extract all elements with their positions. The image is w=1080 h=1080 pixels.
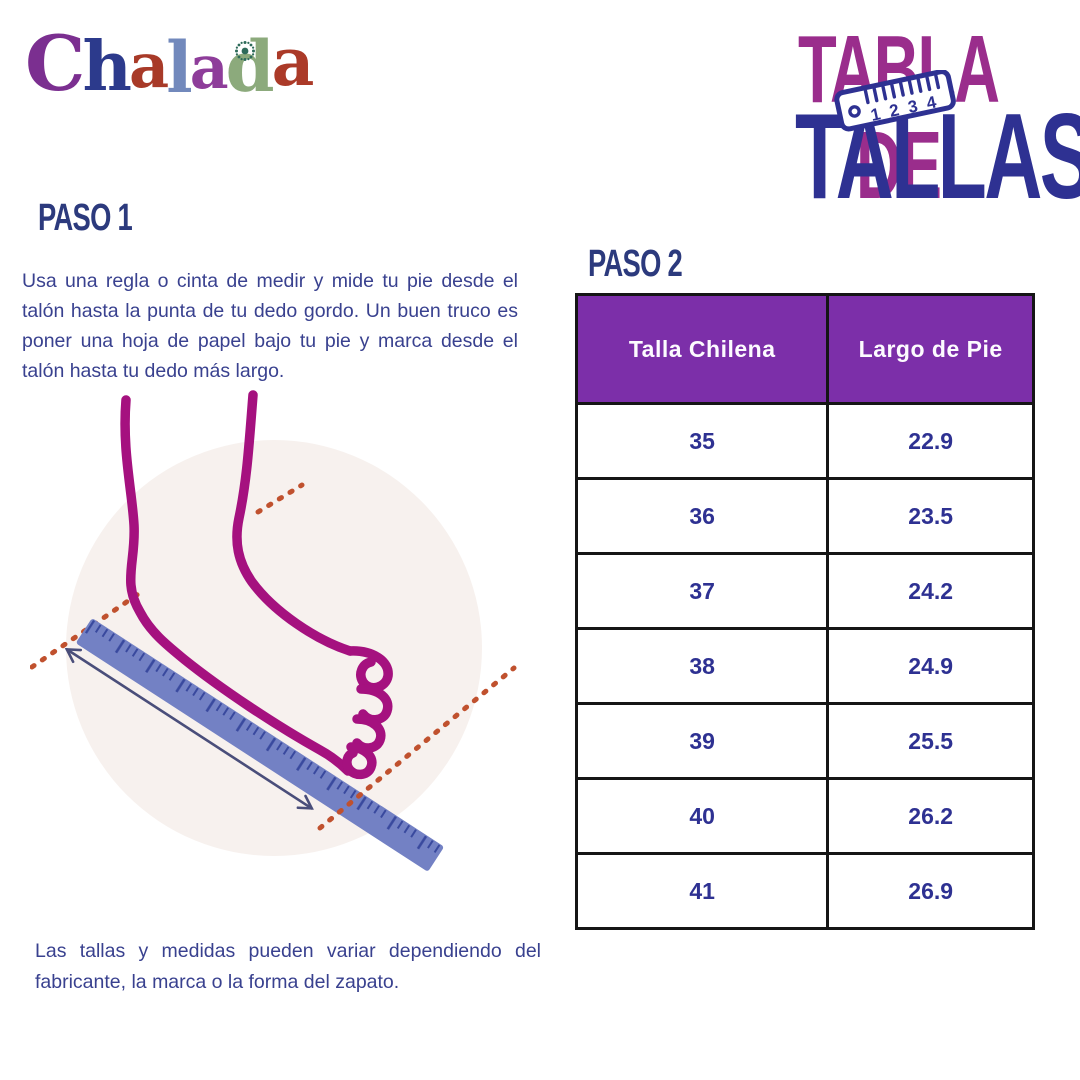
table-row: 41 26.9	[574, 852, 1035, 930]
size-cell: 39	[574, 702, 830, 780]
foot-outline	[120, 390, 393, 780]
length-cell: 25.5	[826, 702, 1035, 780]
length-cell: 26.2	[826, 777, 1035, 855]
logo-letter: l	[166, 26, 193, 109]
size-cell: 38	[574, 627, 830, 705]
logo-letter: a	[128, 29, 169, 102]
size-cell: 35	[574, 402, 830, 480]
flower-ornament-icon	[232, 9, 258, 109]
size-table-header-row: Talla Chilena Largo de Pie	[574, 293, 1035, 405]
ruler-digit: 3	[906, 96, 919, 117]
logo-letter-d-wrap: d	[225, 16, 275, 135]
logo-letter: a	[271, 23, 315, 101]
heel-dotted-line	[29, 482, 305, 670]
logo-letter: d	[225, 25, 275, 108]
footnote: Las tallas y medidas pueden variar depen…	[35, 939, 541, 993]
table-row: 38 24.9	[574, 627, 1035, 705]
illustration-background-circle	[66, 440, 482, 856]
title-line-1: TABLA DE	[797, 16, 1000, 219]
step2-heading: PASO 2	[588, 243, 683, 285]
table-row: 39 25.5	[574, 702, 1035, 780]
ruler-digit: 1	[869, 104, 882, 125]
table-row: 40 26.2	[574, 777, 1035, 855]
brand-logo: Chalad	[25, 14, 315, 114]
table-row: 35 22.9	[574, 402, 1035, 480]
length-cell: 23.5	[826, 477, 1035, 555]
measure-arrow	[64, 647, 314, 810]
length-cell: 26.9	[826, 852, 1035, 930]
ruler-digit: 2	[888, 100, 901, 121]
length-cell: 24.9	[826, 627, 1035, 705]
logo-letter: a	[189, 33, 229, 103]
size-cell: 37	[574, 552, 830, 630]
header-talla-chilena: Talla Chilena	[574, 293, 830, 405]
ruler-digit: 4	[925, 92, 939, 113]
length-cell: 24.2	[826, 552, 1035, 630]
logo-letter: h	[82, 27, 132, 107]
size-cell: 40	[574, 777, 830, 855]
header-largo-de-pie: Largo de Pie	[826, 293, 1035, 405]
step1-heading: PASO 1	[38, 197, 133, 239]
size-table: Talla Chilena Largo de Pie 35 22.9 36 23…	[574, 293, 1035, 930]
size-cell: 36	[574, 477, 830, 555]
measuring-tape-icon: 1 2 3 4	[830, 69, 964, 141]
table-row: 36 23.5	[574, 477, 1035, 555]
foot-measurement-illustration	[29, 390, 550, 895]
size-cell: 41	[574, 852, 830, 930]
measuring-ruler	[64, 619, 444, 871]
table-row: 37 24.2	[574, 552, 1035, 630]
logo-letter: C	[25, 19, 85, 108]
length-cell: 22.9	[826, 402, 1035, 480]
toe-dotted-line	[317, 665, 517, 831]
step1-instructions: Usa una regla o cinta de medir y mide tu…	[22, 269, 518, 382]
